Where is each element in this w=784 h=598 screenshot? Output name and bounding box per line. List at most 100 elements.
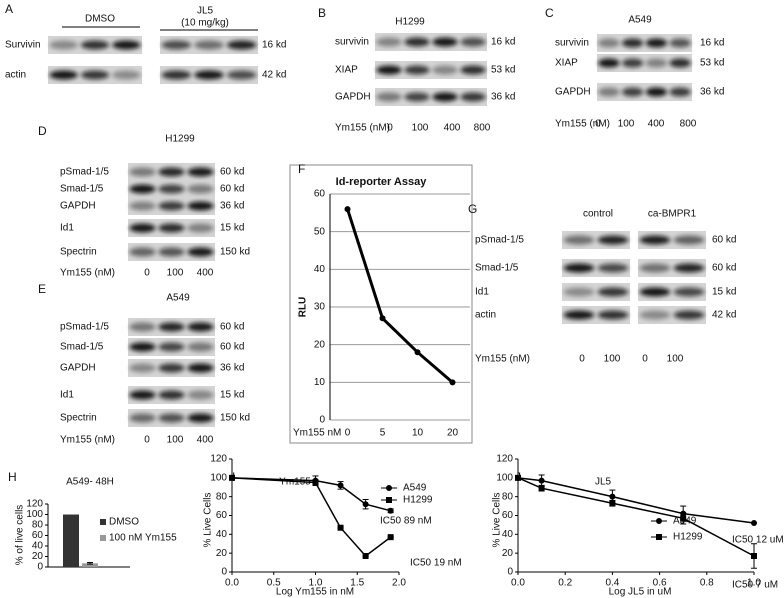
marker (414, 349, 421, 356)
row-label: GAPDH (335, 92, 371, 103)
x-tick-label: 1.5 (350, 578, 364, 589)
blot-band (226, 70, 257, 80)
y-tick-label: 0 (319, 415, 325, 426)
kd-label: 60 kd (712, 263, 736, 274)
blot-band (129, 247, 156, 257)
annotation: IC50 7 uM (732, 580, 778, 591)
blot-header: A549 (166, 293, 190, 304)
blot-band (194, 40, 224, 50)
row-label: Smad-1/5 (60, 342, 104, 353)
blot-band (460, 92, 486, 102)
dose-label: Ym155 (nM) (60, 268, 115, 279)
blot-band (597, 287, 629, 297)
y-tick-label: 0 (221, 567, 227, 578)
y-axis-label: % of live cells (15, 505, 26, 566)
line (517, 477, 755, 557)
blot-band (129, 363, 156, 373)
kd-label: 42 kd (712, 310, 736, 321)
kd-label: 36 kd (491, 92, 515, 103)
legend-label: 100 nM Ym155 (109, 533, 177, 544)
x-tick-label: 0.5 (267, 578, 281, 589)
dose-label: Ym155 (nM) (60, 435, 115, 446)
dose-value: 800 (474, 123, 491, 134)
panel-letter: H (8, 470, 17, 484)
kd-label: 60 kd (220, 167, 244, 178)
y-tick-label: 40 (216, 529, 228, 540)
annotation: IC50 89 nM (380, 516, 432, 527)
marker (379, 315, 386, 322)
blot-band (645, 58, 668, 68)
blot-band (669, 87, 691, 97)
legend-swatch (100, 535, 106, 541)
blot-band (563, 310, 595, 320)
y-tick-label: 20 (502, 548, 514, 559)
blot-strip (597, 83, 692, 101)
y-tick-label: 120 (26, 499, 43, 510)
y-tick-label: 40 (32, 541, 44, 552)
row-label: pSmad-1/5 (60, 322, 109, 333)
blot-header: DMSO (85, 14, 115, 25)
marker (515, 474, 521, 481)
blot-band (597, 235, 629, 245)
dose-value: 0 (144, 435, 150, 446)
dose-value: 100 (604, 354, 621, 365)
blot-band (563, 263, 595, 273)
marker (337, 524, 344, 531)
blot-band (639, 310, 671, 320)
y-tick-label: 10 (314, 377, 326, 388)
row-label: Smad-1/5 (60, 184, 104, 195)
blot-band (158, 201, 185, 211)
x-tick-label: 20 (447, 428, 459, 439)
x-tick-label: 0 (345, 428, 351, 439)
kd-label: 36 kd (220, 201, 244, 212)
blot-band (129, 342, 156, 352)
x-tick-label: 1.0 (309, 578, 323, 589)
blot-band (639, 263, 671, 273)
kd-label: 60 kd (220, 342, 244, 353)
dose-value: 800 (680, 119, 697, 130)
blot-band (187, 247, 214, 257)
blot-band (639, 287, 671, 297)
marker (449, 379, 456, 386)
blot-band (376, 92, 402, 102)
row-label: GAPDH (555, 87, 591, 98)
legend-swatch (100, 519, 106, 525)
kd-label: 60 kd (220, 184, 244, 195)
chart-title: JL5 (595, 477, 612, 488)
blot-band (158, 342, 185, 352)
y-tick-label: 100 (210, 472, 227, 483)
blot-band (129, 223, 156, 233)
y-tick-label: 40 (502, 529, 514, 540)
blot-band (404, 65, 430, 75)
panel-letter: E (38, 282, 46, 296)
marker (229, 474, 235, 481)
blot-band (129, 322, 156, 332)
blot-band (187, 390, 214, 400)
marker (312, 479, 319, 486)
panel-letter: B (318, 6, 326, 20)
dose-value: 100 (667, 354, 684, 365)
dose-label: Ym155 (nM) (335, 123, 390, 134)
blot-band (158, 390, 185, 400)
panel-letter: F (298, 162, 305, 176)
kd-label: 15 kd (712, 287, 736, 298)
dose-value: 100 (618, 119, 635, 130)
blot-band (49, 40, 78, 50)
bar (82, 563, 98, 567)
bar (63, 514, 79, 567)
blot-band (187, 342, 214, 352)
y-axis-label: RLU (298, 297, 309, 318)
blot-band (129, 201, 156, 211)
blot-band (80, 40, 110, 50)
y-tick-label: 30 (314, 302, 326, 313)
marker (387, 534, 394, 541)
legend-label: H1299 (673, 532, 703, 543)
row-label: GAPDH (60, 201, 96, 212)
row-label: pSmad-1/5 (60, 167, 109, 178)
blot-band (563, 287, 595, 297)
marker (656, 534, 662, 540)
blot-header: H1299 (165, 134, 195, 145)
panel-frame (289, 164, 473, 444)
annotation: IC50 19 nM (410, 558, 462, 569)
legend-label: A549 (403, 483, 427, 494)
